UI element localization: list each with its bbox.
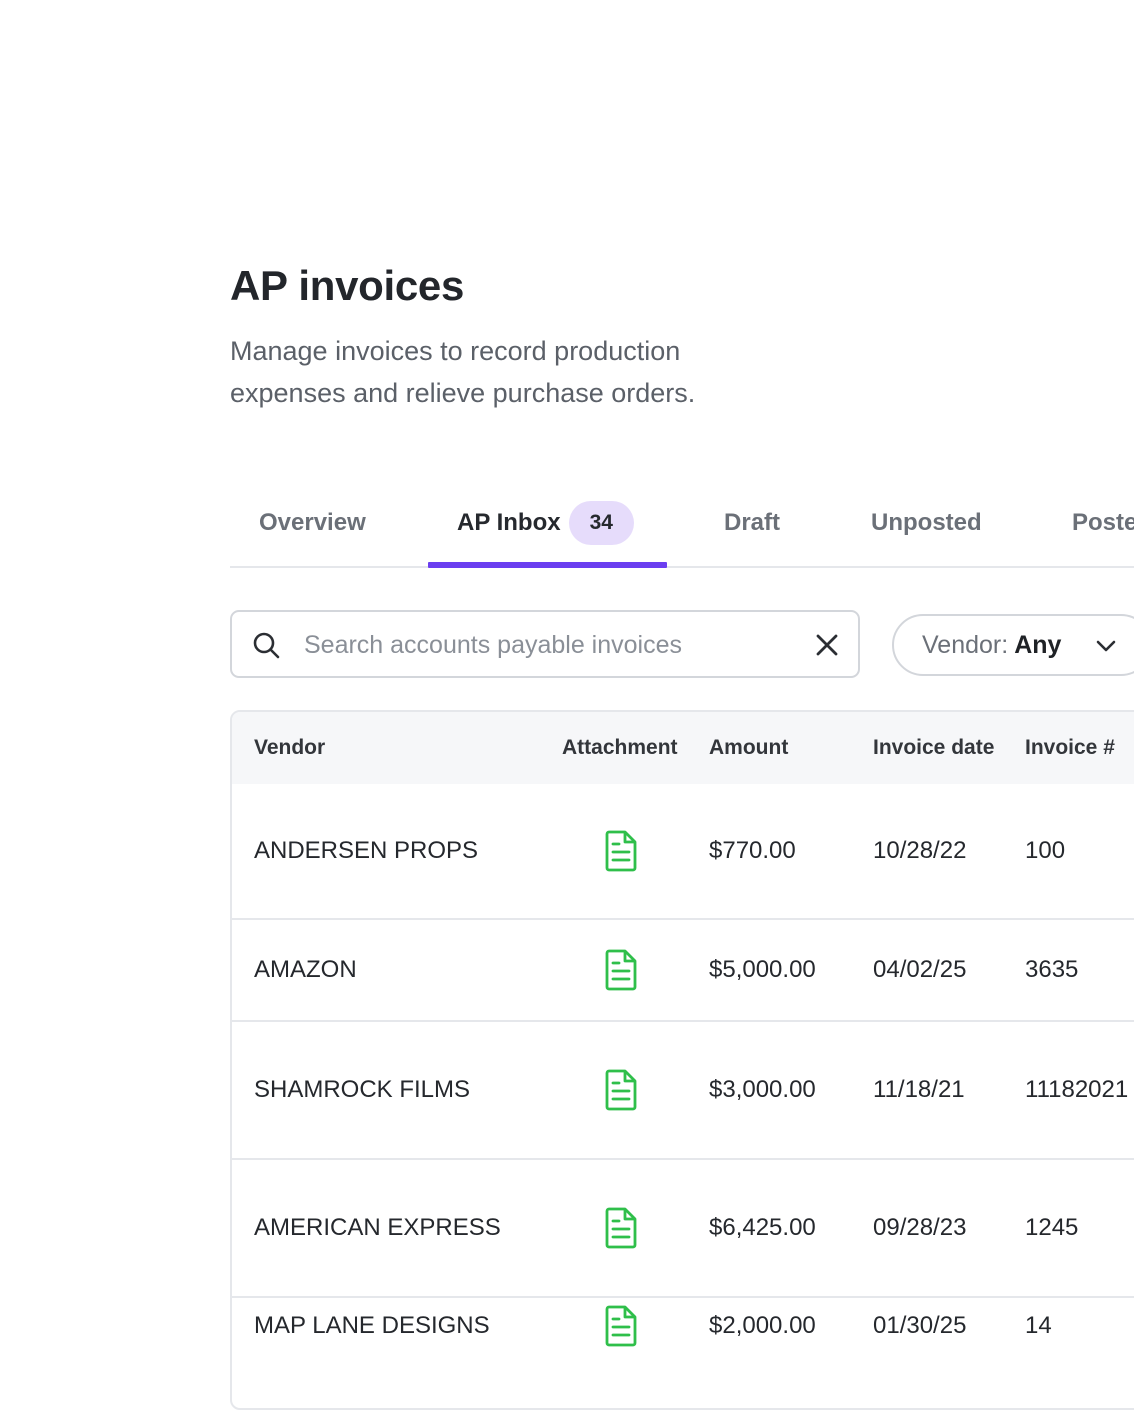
invoice-date-cell: 04/02/25 <box>873 956 967 983</box>
tab-draft[interactable]: Draft <box>724 480 780 566</box>
document-icon <box>605 1069 637 1111</box>
tab-label: Posted <box>1072 509 1134 536</box>
search-input[interactable] <box>302 622 796 668</box>
amount-cell: $2,000.00 <box>709 1312 816 1339</box>
table-row[interactable]: MAP LANE DESIGNS $2,000.00 01/30/25 14 <box>232 1298 1134 1398</box>
invoice-date-cell: 09/28/23 <box>873 1214 967 1241</box>
invoice-date-cell: 10/28/22 <box>873 837 967 864</box>
tab-label: AP Inbox <box>457 509 561 536</box>
tab-label: Unposted <box>871 509 982 536</box>
table-row[interactable]: ANDERSEN PROPS $770.00 10/28/22 100 <box>232 784 1134 920</box>
vendor-cell: AMERICAN EXPRESS <box>254 1214 501 1241</box>
document-icon <box>605 1305 637 1347</box>
amount-cell: $770.00 <box>709 837 796 864</box>
vendor-filter-dropdown[interactable]: Vendor: Any <box>892 614 1134 676</box>
column-header-invoice-number[interactable]: Invoice # <box>1025 736 1115 759</box>
table-header: Vendor Attachment Amount Invoice date In… <box>232 712 1134 784</box>
table-row[interactable]: AMAZON $5,000.00 04/02/25 3635 <box>232 920 1134 1022</box>
active-tab-indicator <box>428 562 667 568</box>
vendor-cell: AMAZON <box>254 956 357 983</box>
invoice-number-cell: 3635 <box>1025 956 1079 983</box>
table-row[interactable]: SHAMROCK FILMS $3,000.00 11/18/21 111820… <box>232 1022 1134 1160</box>
attachment-cell[interactable] <box>604 784 638 918</box>
search-icon <box>253 632 280 659</box>
invoice-date-cell: 01/30/25 <box>873 1312 967 1339</box>
amount-cell: $6,425.00 <box>709 1214 816 1241</box>
page-title: AP invoices <box>230 262 465 309</box>
tab-label: Draft <box>724 509 781 536</box>
amount-cell: $3,000.00 <box>709 1076 816 1103</box>
invoice-number-cell: 1245 <box>1025 1214 1079 1241</box>
vendor-filter-value: Any <box>1014 630 1062 659</box>
tab-bar: Overview AP Inbox 34 Draft Unposted Post… <box>230 480 1134 568</box>
tab-label: Overview <box>259 509 366 536</box>
vendor-cell: MAP LANE DESIGNS <box>254 1312 490 1339</box>
column-header-amount[interactable]: Amount <box>709 736 789 759</box>
document-icon <box>605 949 637 991</box>
amount-cell: $5,000.00 <box>709 956 816 983</box>
invoice-number-cell: 11182021 <box>1025 1076 1129 1103</box>
vendor-cell: SHAMROCK FILMS <box>254 1076 471 1103</box>
document-icon <box>605 830 637 872</box>
column-header-attachment[interactable]: Attachment <box>562 736 678 759</box>
attachment-cell[interactable] <box>604 1160 638 1296</box>
count-badge: 34 <box>568 501 634 545</box>
invoice-number-cell: 100 <box>1025 837 1066 864</box>
column-header-vendor[interactable]: Vendor <box>254 736 326 759</box>
attachment-cell[interactable] <box>604 1276 638 1376</box>
tab-unposted[interactable]: Unposted <box>871 480 982 566</box>
document-icon <box>605 1207 637 1249</box>
search-box <box>230 610 860 678</box>
page-subtitle: Manage invoices to record production exp… <box>230 336 696 408</box>
column-header-invoice-date[interactable]: Invoice date <box>873 736 995 759</box>
close-icon[interactable] <box>814 632 840 658</box>
table-row[interactable]: AMERICAN EXPRESS $6,425.00 09/28/23 1245 <box>232 1160 1134 1298</box>
tab-posted[interactable]: Posted <box>1072 480 1134 566</box>
invoices-table: Vendor Attachment Amount Invoice date In… <box>230 710 1134 1410</box>
invoice-date-cell: 11/18/21 <box>873 1076 965 1103</box>
tab-overview[interactable]: Overview <box>259 480 366 566</box>
chevron-down-icon <box>1096 640 1116 652</box>
attachment-cell[interactable] <box>604 1022 638 1158</box>
vendor-cell: ANDERSEN PROPS <box>254 837 479 864</box>
invoice-number-cell: 14 <box>1025 1312 1052 1339</box>
vendor-filter-label: Vendor: <box>922 630 1009 659</box>
attachment-cell[interactable] <box>604 920 638 1020</box>
tab-ap-inbox[interactable]: AP Inbox 34 <box>457 480 634 566</box>
